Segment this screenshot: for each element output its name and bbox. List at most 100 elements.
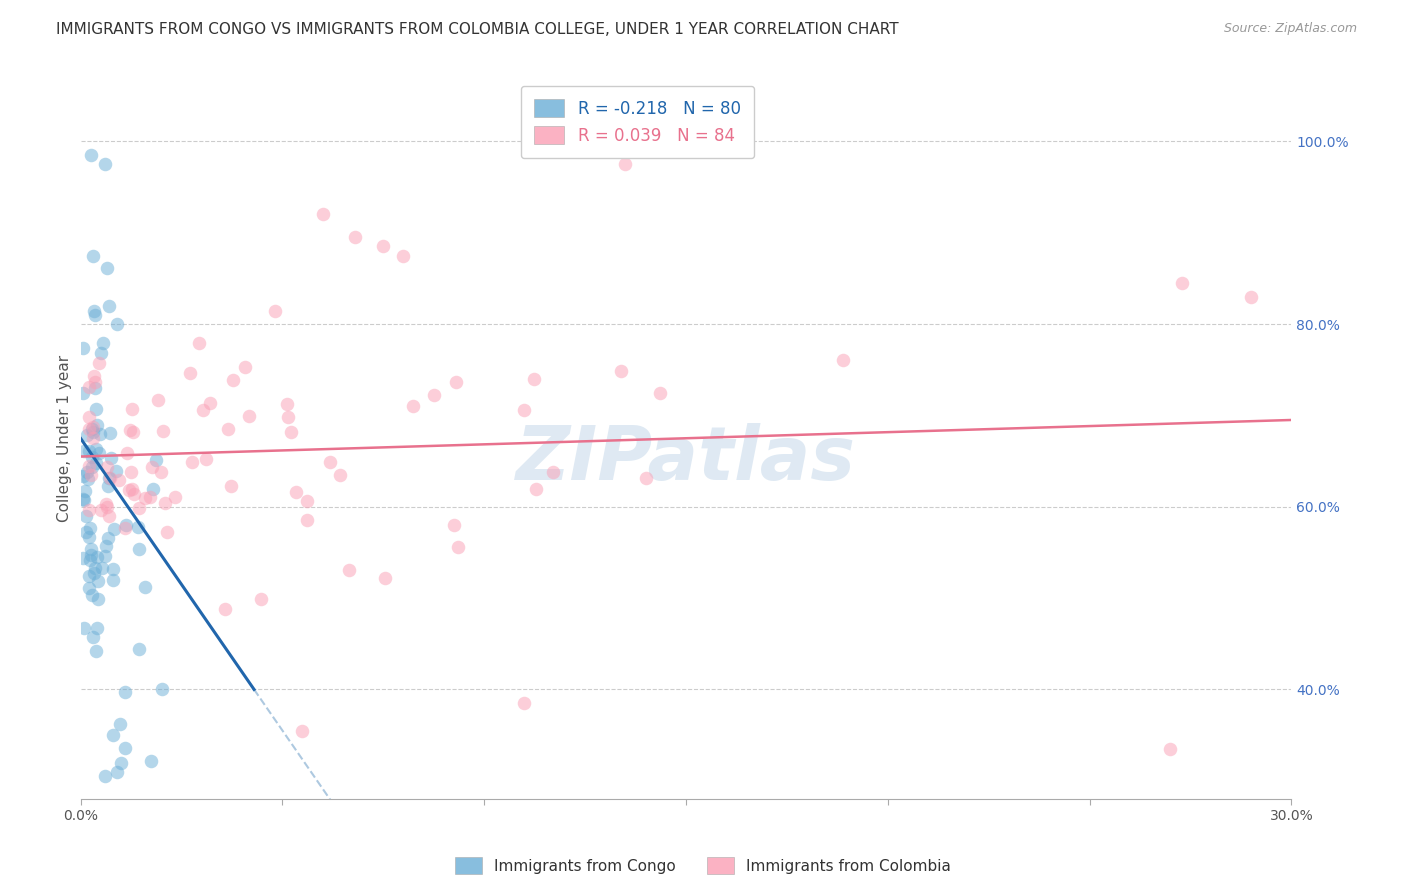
Point [103, 522, 125, 536]
Point [115, 446, 138, 460]
Point [72, 551, 94, 566]
Point [108, 716, 131, 731]
Point [373, 239, 395, 253]
Point [105, 317, 128, 331]
Point [96, 540, 118, 554]
Point [139, 491, 162, 505]
Point [72, 469, 94, 483]
Point [128, 541, 150, 556]
Point [543, 465, 565, 479]
Point [121, 401, 143, 416]
Point [134, 580, 156, 594]
Point [82, 432, 104, 446]
Point [84, 442, 107, 457]
Legend: Immigrants from Congo, Immigrants from Colombia: Immigrants from Congo, Immigrants from C… [449, 851, 957, 880]
Point [447, 540, 470, 554]
Point [84, 401, 107, 416]
Point [72, 385, 94, 400]
Point [120, 465, 142, 479]
Point [82, 425, 104, 439]
Point [91, 560, 114, 574]
Text: IMMIGRANTS FROM CONGO VS IMMIGRANTS FROM COLOMBIA COLLEGE, UNDER 1 YEAR CORRELAT: IMMIGRANTS FROM CONGO VS IMMIGRANTS FROM… [56, 22, 898, 37]
Point [93, 157, 115, 171]
Point [276, 409, 298, 424]
Point [90, 346, 112, 360]
Point [276, 397, 298, 411]
Point [87, 574, 110, 588]
Point [87, 446, 110, 460]
Point [93, 769, 115, 783]
Point [295, 512, 318, 526]
Point [1240, 290, 1263, 304]
Point [285, 485, 308, 500]
Point [79, 553, 101, 567]
Point [114, 521, 136, 535]
Point [97, 299, 120, 313]
Point [77, 581, 100, 595]
Point [150, 682, 173, 697]
Text: ZIPatlas: ZIPatlas [516, 424, 856, 497]
Point [1171, 276, 1194, 290]
Point [443, 517, 465, 532]
Point [79, 521, 101, 535]
Point [180, 455, 202, 469]
Point [84, 308, 107, 322]
Point [83, 375, 105, 389]
Point [198, 396, 221, 410]
Point [80, 460, 103, 475]
Point [374, 571, 396, 585]
Point [77, 422, 100, 436]
Point [152, 424, 174, 438]
Point [103, 573, 125, 587]
Point [86, 417, 108, 432]
Point [101, 728, 124, 742]
Point [329, 467, 352, 482]
Point [82, 249, 104, 263]
Point [222, 373, 245, 387]
Point [83, 303, 105, 318]
Point [91, 336, 114, 351]
Point [312, 207, 335, 221]
Point [77, 472, 100, 486]
Point [128, 642, 150, 657]
Point [103, 562, 125, 576]
Point [610, 364, 633, 378]
Point [110, 756, 132, 770]
Point [75, 483, 97, 498]
Point [392, 249, 415, 263]
Point [146, 392, 169, 407]
Point [86, 621, 108, 635]
Point [238, 409, 260, 423]
Point [195, 452, 218, 467]
Point [75, 524, 97, 539]
Point [89, 356, 111, 370]
Point [280, 425, 302, 439]
Point [76, 465, 98, 479]
Point [77, 458, 100, 473]
Point [155, 496, 177, 510]
Point [446, 375, 468, 389]
Point [79, 530, 101, 544]
Point [86, 549, 108, 564]
Point [513, 696, 536, 710]
Point [141, 459, 163, 474]
Point [82, 421, 104, 435]
Point [156, 524, 179, 539]
Point [83, 566, 105, 580]
Legend: R = -0.218   N = 80, R = 0.039   N = 84: R = -0.218 N = 80, R = 0.039 N = 84 [522, 86, 754, 158]
Point [831, 353, 853, 368]
Point [90, 503, 112, 517]
Point [128, 501, 150, 516]
Point [96, 500, 118, 514]
Point [100, 471, 122, 485]
Point [89, 426, 111, 441]
Point [84, 457, 107, 471]
Point [214, 602, 236, 616]
Point [337, 563, 360, 577]
Point [650, 386, 672, 401]
Point [513, 403, 536, 417]
Point [84, 561, 107, 575]
Point [84, 381, 107, 395]
Point [217, 422, 239, 436]
Point [636, 471, 658, 485]
